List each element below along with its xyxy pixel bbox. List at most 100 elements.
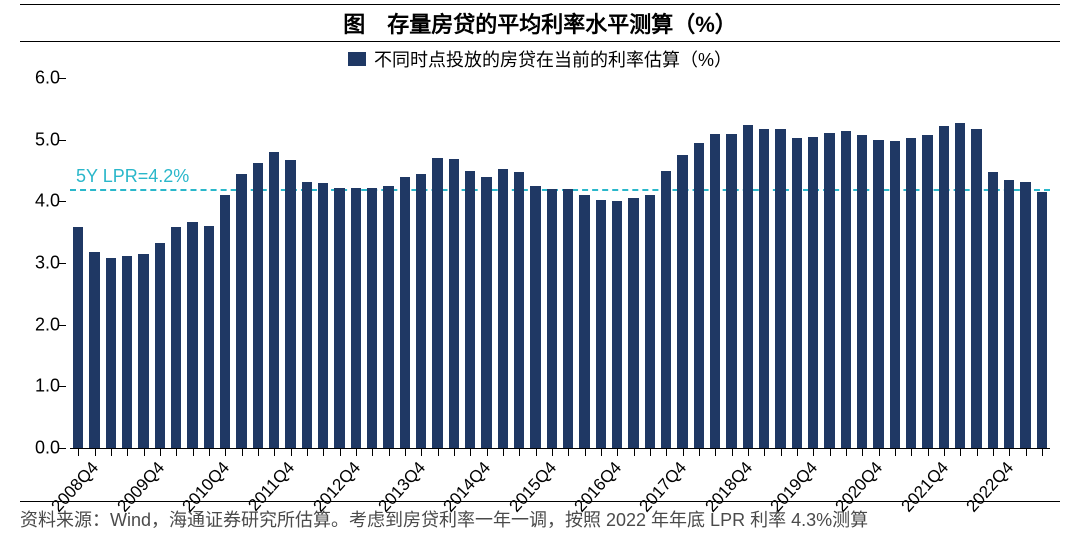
bar (710, 134, 720, 449)
bar (351, 188, 361, 448)
bar (988, 172, 998, 448)
x-tick (1042, 448, 1043, 456)
x-tick (650, 448, 651, 456)
bar (530, 186, 540, 448)
x-tick (209, 448, 210, 456)
x-tick (813, 448, 814, 456)
bar (481, 177, 491, 448)
chart-title: 图 存量房贷的平均利率水平测算（%） (343, 7, 737, 39)
plot-area: 0.01.02.03.04.05.06.05Y LPR=4.2%2008Q420… (70, 78, 1050, 448)
bar (416, 174, 426, 448)
x-tick (732, 448, 733, 456)
x-tick (797, 448, 798, 456)
bar (890, 141, 900, 448)
x-tick (715, 448, 716, 456)
x-tick (274, 448, 275, 456)
bar (759, 129, 769, 448)
x-tick (225, 448, 226, 456)
bar (971, 129, 981, 448)
x-tick (879, 448, 880, 456)
bar (579, 195, 589, 448)
x-tick (1026, 448, 1027, 456)
bar (661, 171, 671, 449)
legend-label: 不同时点投放的房贷在当前的利率估算（%） (374, 46, 732, 72)
bar (465, 171, 475, 449)
bar (547, 189, 557, 448)
bar (106, 258, 116, 448)
x-tick (977, 448, 978, 456)
x-tick (944, 448, 945, 456)
bar (432, 158, 442, 448)
x-tick (666, 448, 667, 456)
bar (645, 195, 655, 448)
bar (841, 131, 851, 448)
x-tick (764, 448, 765, 456)
x-tick (340, 448, 341, 456)
x-tick (748, 448, 749, 456)
bar (694, 143, 704, 448)
x-tick (585, 448, 586, 456)
x-tick (617, 448, 618, 456)
x-tick (95, 448, 96, 456)
x-tick (372, 448, 373, 456)
bar (204, 226, 214, 448)
x-tick (405, 448, 406, 456)
x-tick (503, 448, 504, 456)
x-tick (144, 448, 145, 456)
x-tick (846, 448, 847, 456)
y-tick-label: 5.0 (15, 129, 60, 150)
bar (906, 138, 916, 448)
bar (498, 169, 508, 448)
x-tick (960, 448, 961, 456)
bar (285, 160, 295, 448)
bar (187, 222, 197, 448)
x-tick (242, 448, 243, 456)
bar (612, 201, 622, 448)
reference-line (70, 189, 1050, 191)
bar (873, 140, 883, 448)
legend: 不同时点投放的房贷在当前的利率估算（%） (0, 46, 1080, 72)
x-tick (323, 448, 324, 456)
x-tick (160, 448, 161, 456)
x-tick (454, 448, 455, 456)
bar (808, 137, 818, 448)
bar (563, 189, 573, 448)
bar (302, 182, 312, 448)
title-bar: 图 存量房贷的平均利率水平测算（%） (20, 4, 1060, 42)
bar (1004, 180, 1014, 448)
x-tick (699, 448, 700, 456)
reference-line-label: 5Y LPR=4.2% (76, 166, 189, 189)
bar (726, 134, 736, 449)
bar (400, 177, 410, 448)
bar (334, 188, 344, 448)
y-tick-label: 6.0 (15, 68, 60, 89)
legend-swatch (348, 52, 366, 66)
bar (955, 123, 965, 448)
bar (939, 126, 949, 448)
bar (824, 133, 834, 448)
x-tick (307, 448, 308, 456)
bar (171, 227, 181, 448)
x-tick (487, 448, 488, 456)
plot: 0.01.02.03.04.05.06.05Y LPR=4.2%2008Q420… (70, 78, 1050, 449)
x-tick (536, 448, 537, 456)
bar (922, 135, 932, 448)
y-tick-label: 4.0 (15, 191, 60, 212)
x-tick (552, 448, 553, 456)
bar (775, 129, 785, 448)
x-tick (781, 448, 782, 456)
x-tick (519, 448, 520, 456)
x-tick (421, 448, 422, 456)
bar (383, 186, 393, 448)
x-tick (78, 448, 79, 456)
bar (367, 188, 377, 448)
x-tick (291, 448, 292, 456)
x-tick (634, 448, 635, 456)
bar (73, 227, 83, 448)
bar (138, 254, 148, 448)
x-tick (601, 448, 602, 456)
bar (792, 138, 802, 448)
bar (89, 252, 99, 448)
x-tick (862, 448, 863, 456)
x-tick (911, 448, 912, 456)
